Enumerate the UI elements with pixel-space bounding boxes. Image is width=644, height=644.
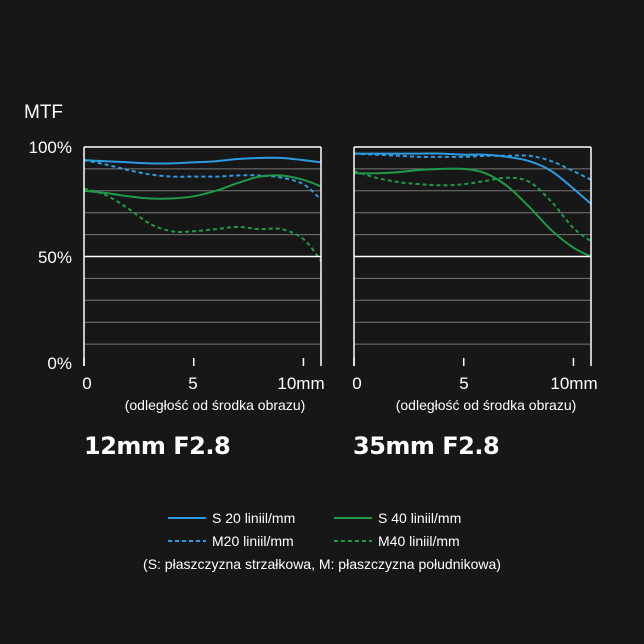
legend-note: (S: płaszczyzna strzałkowa, M: płaszczyz… — [143, 556, 501, 572]
legend-label-s20: S 20 liniil/mm — [212, 510, 295, 526]
panel-series — [83, 156, 322, 262]
legend-label-m20: M20 liniil/mm — [212, 533, 294, 549]
y-tick-label-100: 100% — [29, 138, 72, 157]
series-line-m40 — [353, 170, 592, 243]
y-tick-label-50: 50% — [38, 248, 72, 267]
x-tick-label-5: 5 — [459, 374, 468, 393]
legend: S 20 liniil/mm M20 liniil/mm S 40 liniil… — [143, 510, 501, 572]
y-tick-label-0: 0% — [47, 354, 72, 373]
series-line-m40 — [83, 187, 322, 262]
y-axis-title: MTF — [24, 102, 63, 123]
series-line-s40 — [353, 167, 592, 258]
series-line-s40 — [83, 174, 322, 200]
x-tick-label-0: 0 — [82, 374, 91, 393]
series-line-s20 — [83, 156, 322, 165]
chart-title: 12mm F2.8 — [84, 432, 230, 460]
x-axis-note: (odległość od środka obrazu) — [125, 397, 306, 413]
series-line-s20 — [354, 152, 592, 205]
series-line-m20 — [353, 152, 592, 181]
x-tick-label-0: 0 — [352, 374, 361, 393]
legend-label-s40: S 40 liniil/mm — [378, 510, 461, 526]
panel-grid — [84, 168, 321, 345]
panel-frame — [353, 146, 592, 366]
series-line-m20 — [83, 159, 322, 201]
panel-grid — [354, 168, 591, 345]
x-axis-note: (odległość od środka obrazu) — [396, 397, 577, 413]
legend-label-m40: M40 liniil/mm — [378, 533, 460, 549]
x-tick-label-5: 5 — [188, 374, 197, 393]
x-tick-label-10mm: 10mm — [550, 374, 597, 393]
mtf-panel-12mm: 100% 50% 0% 0 5 10mm (odległość od środk… — [29, 138, 325, 460]
panel-series — [353, 152, 592, 258]
chart-title: 35mm F2.8 — [353, 432, 499, 460]
mtf-panel-35mm: 0 5 10mm (odległość od środka obrazu) 35… — [352, 146, 598, 460]
x-tick-label-10mm: 10mm — [277, 374, 324, 393]
panel-frame — [83, 146, 322, 366]
